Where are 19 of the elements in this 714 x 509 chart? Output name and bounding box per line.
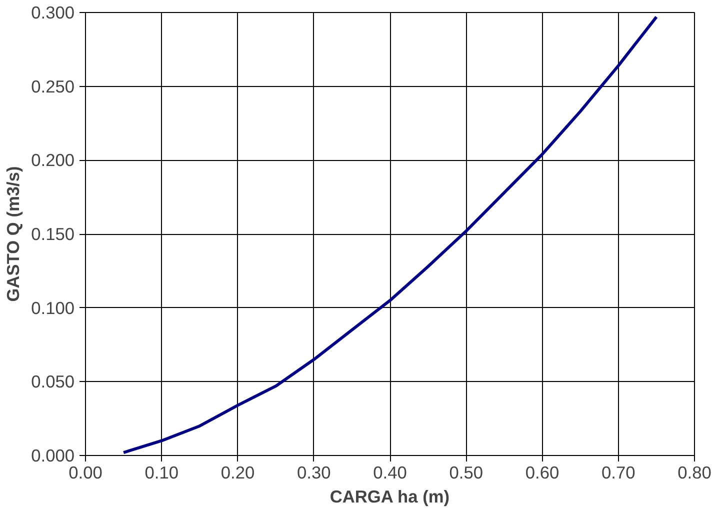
x-axis-title: CARGA ha (m): [330, 486, 450, 506]
x-tick-label: 0.60: [525, 462, 560, 482]
y-tick-label: 0.200: [31, 150, 75, 170]
y-tick-label: 0.250: [31, 76, 75, 96]
y-tick-label: 0.300: [31, 2, 75, 22]
y-tick-label: 0.100: [31, 298, 75, 318]
y-tick-label: 0.050: [31, 372, 75, 392]
y-tick-label: 0.000: [31, 446, 75, 466]
x-tick-label: 0.40: [373, 462, 407, 482]
x-tick-label: 0.10: [144, 462, 178, 482]
y-axis-title: GASTO Q (m3/s): [3, 166, 24, 302]
x-tick-label: 0.20: [220, 462, 255, 482]
x-tick-label: 0.00: [68, 462, 102, 482]
y-tick-label: 0.150: [31, 224, 75, 244]
x-tick-label: 0.50: [449, 462, 483, 482]
x-tick-label: 0.80: [678, 462, 712, 482]
line-series: [122, 15, 658, 454]
x-tick-label: 0.70: [602, 462, 636, 482]
x-tick-label: 0.30: [297, 462, 331, 482]
